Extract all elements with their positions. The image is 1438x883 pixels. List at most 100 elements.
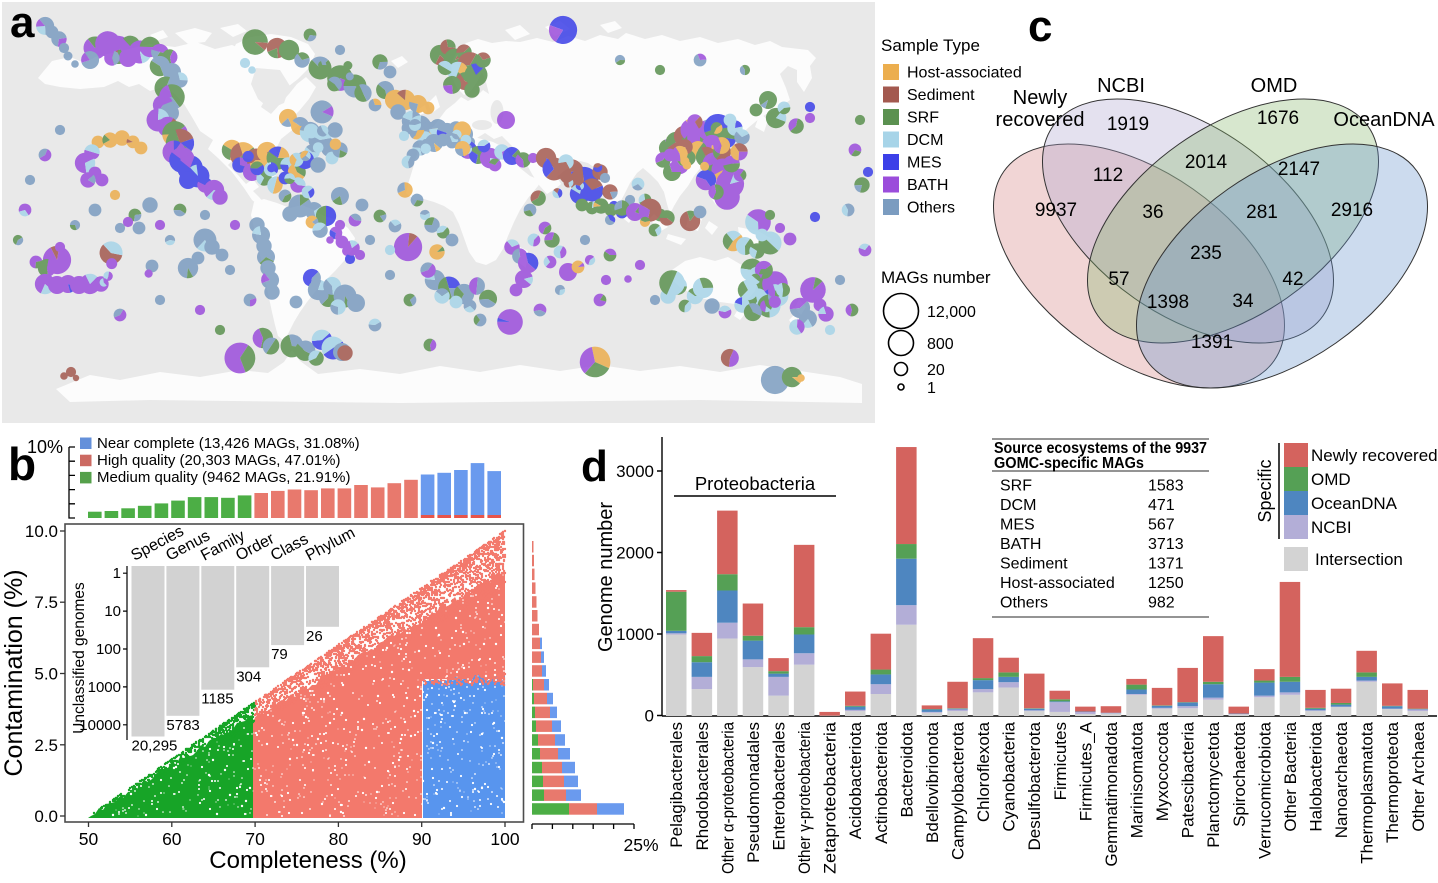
svg-text:Other α-proteobacteria: Other α-proteobacteria bbox=[718, 722, 737, 874]
svg-text:5.0: 5.0 bbox=[34, 665, 58, 684]
svg-text:Desulfobacterota: Desulfobacterota bbox=[1025, 721, 1044, 850]
svg-text:281: 281 bbox=[1246, 202, 1278, 223]
svg-text:1676: 1676 bbox=[1257, 108, 1299, 129]
svg-text:Planctomycetota: Planctomycetota bbox=[1204, 721, 1223, 847]
svg-text:57: 57 bbox=[1108, 269, 1129, 290]
svg-text:Unclassified genomes: Unclassified genomes bbox=[71, 582, 88, 734]
svg-text:MAGs number: MAGs number bbox=[881, 268, 991, 287]
svg-text:80: 80 bbox=[329, 829, 349, 849]
svg-text:Others: Others bbox=[1000, 595, 1048, 612]
svg-text:0: 0 bbox=[645, 707, 654, 726]
svg-text:Rhodobacterales: Rhodobacterales bbox=[693, 722, 712, 851]
svg-text:1185: 1185 bbox=[201, 691, 233, 708]
svg-text:10%: 10% bbox=[27, 437, 63, 457]
svg-text:MES: MES bbox=[1000, 517, 1035, 534]
svg-text:OMD: OMD bbox=[1251, 75, 1298, 97]
svg-text:Genome number: Genome number bbox=[595, 502, 617, 652]
svg-text:NCBI: NCBI bbox=[1311, 518, 1352, 537]
svg-text:50: 50 bbox=[79, 829, 99, 849]
svg-text:Other γ-proteobacteria: Other γ-proteobacteria bbox=[795, 722, 814, 874]
svg-text:100: 100 bbox=[490, 829, 519, 849]
svg-text:High quality (20,303 MAGs, 47.: High quality (20,303 MAGs, 47.01%) bbox=[97, 452, 340, 469]
svg-text:471: 471 bbox=[1148, 497, 1175, 514]
svg-text:OMD: OMD bbox=[1311, 470, 1351, 489]
svg-text:Sediment: Sediment bbox=[907, 87, 975, 104]
svg-text:Medium quality (9462 MAGs, 21.: Medium quality (9462 MAGs, 21.91%) bbox=[97, 469, 350, 486]
svg-text:Pseudomonadales: Pseudomonadales bbox=[744, 722, 763, 863]
svg-text:20: 20 bbox=[927, 362, 945, 379]
svg-text:2.5: 2.5 bbox=[34, 736, 58, 755]
svg-text:10: 10 bbox=[104, 603, 121, 620]
svg-text:100: 100 bbox=[96, 641, 121, 658]
svg-text:NCBI: NCBI bbox=[1097, 75, 1145, 97]
svg-text:Others: Others bbox=[907, 200, 955, 217]
svg-text:Firmicutes: Firmicutes bbox=[1051, 722, 1070, 800]
svg-text:3000: 3000 bbox=[616, 462, 654, 481]
svg-text:Sample Type: Sample Type bbox=[881, 36, 980, 55]
svg-text:Myxococcota: Myxococcota bbox=[1153, 721, 1172, 821]
svg-text:Host-associated: Host-associated bbox=[907, 65, 1022, 82]
svg-text:DCM: DCM bbox=[907, 132, 943, 149]
svg-text:1919: 1919 bbox=[1107, 114, 1149, 135]
svg-text:BATH: BATH bbox=[907, 177, 948, 194]
svg-text:3713: 3713 bbox=[1148, 536, 1184, 553]
svg-text:DCM: DCM bbox=[1000, 497, 1036, 514]
svg-text:recovered: recovered bbox=[996, 109, 1085, 131]
svg-text:25%: 25% bbox=[623, 835, 658, 855]
svg-text:BATH: BATH bbox=[1000, 536, 1041, 553]
svg-text:1583: 1583 bbox=[1148, 478, 1184, 495]
svg-text:34: 34 bbox=[1232, 291, 1254, 312]
svg-text:26: 26 bbox=[306, 628, 323, 645]
svg-text:1371: 1371 bbox=[1148, 556, 1184, 573]
svg-text:1391: 1391 bbox=[1191, 332, 1233, 353]
svg-text:2000: 2000 bbox=[616, 544, 654, 563]
svg-text:Pelagibacterales: Pelagibacterales bbox=[667, 722, 686, 848]
svg-text:Host-associated: Host-associated bbox=[1000, 575, 1115, 592]
svg-text:Other Archaea: Other Archaea bbox=[1409, 721, 1428, 831]
svg-text:36: 36 bbox=[1142, 202, 1163, 223]
svg-text:1398: 1398 bbox=[1147, 292, 1189, 313]
svg-text:Gemmatimonadota: Gemmatimonadota bbox=[1102, 721, 1121, 866]
svg-text:1000: 1000 bbox=[616, 625, 654, 644]
svg-text:OceanDNA: OceanDNA bbox=[1333, 109, 1435, 131]
svg-text:1000: 1000 bbox=[88, 679, 121, 696]
svg-text:MES: MES bbox=[907, 155, 942, 172]
svg-text:7.5: 7.5 bbox=[34, 593, 58, 612]
svg-text:SRF: SRF bbox=[907, 110, 939, 127]
svg-text:d: d bbox=[581, 442, 608, 491]
svg-text:Chloroflexota: Chloroflexota bbox=[974, 721, 993, 822]
svg-text:c: c bbox=[1028, 2, 1052, 51]
svg-text:1250: 1250 bbox=[1148, 575, 1184, 592]
svg-text:304: 304 bbox=[236, 668, 261, 685]
svg-text:Other Bacteria: Other Bacteria bbox=[1281, 721, 1300, 831]
svg-text:10.0: 10.0 bbox=[25, 522, 58, 541]
svg-text:Proteobacteria: Proteobacteria bbox=[695, 473, 816, 494]
svg-text:a: a bbox=[10, 0, 35, 47]
svg-text:2916: 2916 bbox=[1331, 200, 1373, 221]
svg-text:Zetaproteobacteria: Zetaproteobacteria bbox=[821, 721, 840, 874]
svg-text:Patescibacteria: Patescibacteria bbox=[1179, 721, 1198, 838]
svg-text:5783: 5783 bbox=[166, 717, 199, 734]
svg-text:79: 79 bbox=[271, 646, 288, 663]
svg-text:70: 70 bbox=[245, 829, 265, 849]
svg-text:Bdellovibrionota: Bdellovibrionota bbox=[923, 721, 942, 843]
svg-text:1: 1 bbox=[927, 380, 936, 397]
svg-text:Cyanobacteria: Cyanobacteria bbox=[1000, 721, 1019, 831]
svg-text:Verrucomicrobiota: Verrucomicrobiota bbox=[1255, 721, 1274, 859]
svg-text:Thermoplasmatota: Thermoplasmatota bbox=[1358, 721, 1377, 863]
svg-text:1: 1 bbox=[113, 565, 121, 582]
svg-text:Bacteroidota: Bacteroidota bbox=[897, 721, 916, 817]
svg-text:0.0: 0.0 bbox=[34, 807, 58, 826]
svg-text:OceanDNA: OceanDNA bbox=[1311, 494, 1398, 513]
svg-text:Spirochaetota: Spirochaetota bbox=[1230, 721, 1249, 826]
svg-text:982: 982 bbox=[1148, 595, 1175, 612]
svg-text:90: 90 bbox=[412, 829, 432, 849]
svg-text:2147: 2147 bbox=[1278, 159, 1320, 180]
svg-text:Campylobacterota: Campylobacterota bbox=[949, 721, 968, 860]
svg-text:2014: 2014 bbox=[1185, 152, 1228, 173]
svg-text:9937: 9937 bbox=[1035, 200, 1077, 221]
svg-text:Completeness (%): Completeness (%) bbox=[209, 847, 406, 874]
svg-text:567: 567 bbox=[1148, 517, 1175, 534]
svg-text:20,295: 20,295 bbox=[132, 738, 178, 755]
svg-text:Intersection: Intersection bbox=[1315, 550, 1403, 569]
